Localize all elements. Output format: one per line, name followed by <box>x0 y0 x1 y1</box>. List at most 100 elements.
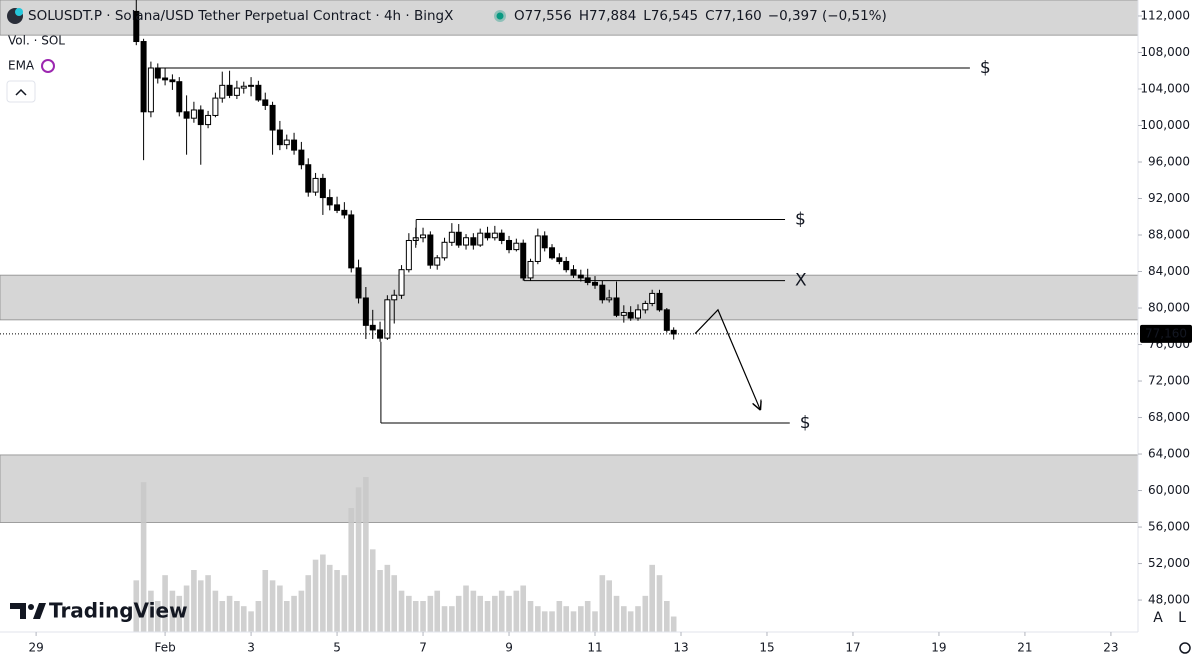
candle-body <box>341 209 348 216</box>
candle-body <box>520 242 527 279</box>
candle-body <box>491 232 498 239</box>
candle-body <box>319 177 326 199</box>
volume-bar <box>570 611 577 632</box>
candle-body <box>541 235 548 249</box>
zone <box>0 0 1139 36</box>
symbol-icon <box>15 8 23 16</box>
volume-bar <box>277 585 283 632</box>
x-tick-label: 5 <box>333 641 341 655</box>
x-tick-label: 21 <box>1017 641 1032 655</box>
candle-body <box>176 81 183 113</box>
volume-bar <box>434 590 441 632</box>
volume-bar <box>406 595 412 632</box>
candle-body <box>326 197 333 206</box>
volume-bar <box>664 601 670 632</box>
collapse-icon <box>15 88 27 96</box>
x-tick-label: 3 <box>247 641 255 655</box>
volume-bar <box>305 575 312 632</box>
candle-body <box>620 312 627 316</box>
candle-body <box>627 312 634 319</box>
volume-bar <box>312 559 319 632</box>
ohlc-legend: O77,556 H77,884 L76,545 C77,160 −0,397 (−0,5… <box>514 8 887 24</box>
y-tick-label: 48,000 <box>1148 593 1190 607</box>
candle-body <box>197 109 204 126</box>
settings-button[interactable] <box>1179 642 1191 654</box>
indicator-icon[interactable] <box>41 59 55 73</box>
volume-bar <box>148 590 154 632</box>
brand-logo <box>28 604 34 610</box>
volume-bar <box>649 564 655 632</box>
candle-body <box>169 79 176 83</box>
candle-body <box>434 257 441 266</box>
volume-bar <box>197 580 204 632</box>
candle-body <box>556 257 563 262</box>
y-tick-label: 72,000 <box>1148 374 1190 388</box>
y-tick-label: 108,000 <box>1140 45 1190 59</box>
candle-body <box>470 237 477 246</box>
candle-body <box>362 297 369 326</box>
volume-bar <box>470 590 477 632</box>
candle-body <box>427 234 434 266</box>
volume-bar <box>291 595 297 632</box>
volume-bar <box>606 580 612 632</box>
scale-button[interactable]: L <box>1178 610 1186 626</box>
candle-body <box>549 247 556 259</box>
candle-body <box>527 260 534 279</box>
y-tick-label: 64,000 <box>1148 447 1190 461</box>
plot: $ $ X $ <box>0 0 1139 632</box>
level-label: $ <box>980 58 991 78</box>
volume-bar <box>592 611 598 632</box>
volume-bar <box>154 601 161 632</box>
y-tick-label: 80,000 <box>1148 301 1190 315</box>
candle-body <box>484 232 491 239</box>
volume-bar <box>255 601 262 632</box>
level-label: $ <box>795 209 806 229</box>
volume-bar <box>412 601 419 632</box>
volume-bar <box>484 601 491 632</box>
collapse-button[interactable] <box>6 80 36 103</box>
x-tick-label: 11 <box>587 641 602 655</box>
volume-bar <box>477 595 484 632</box>
candle-body <box>298 149 305 166</box>
volume-bar <box>449 606 455 632</box>
volume-bar <box>527 601 534 632</box>
y-tick-label: 104,000 <box>1140 81 1190 95</box>
ohlc-value: 76,545 <box>651 8 698 24</box>
candle-body <box>663 309 670 331</box>
x-tick-label: 9 <box>505 641 513 655</box>
y-tick-label: 52,000 <box>1148 556 1190 570</box>
volume-bar <box>363 477 369 632</box>
ohlc-key: H <box>579 8 589 24</box>
candle-body <box>656 292 663 311</box>
brand-logo <box>10 603 26 619</box>
candle-body <box>448 231 455 243</box>
ohlc-key: C <box>705 8 714 24</box>
volume-bar <box>162 575 168 632</box>
volume-bar <box>642 595 649 632</box>
candle-body <box>255 84 262 101</box>
level-label: X <box>795 271 807 291</box>
symbol-title: SOLUSDT.P · Solana/USD Tether Perpetual … <box>28 8 453 24</box>
volume-bar <box>133 580 140 632</box>
volume-bar <box>506 595 512 632</box>
candle-body <box>498 232 505 241</box>
scale-button[interactable]: A <box>1153 610 1163 626</box>
volume-bar <box>140 482 147 632</box>
volume-bar <box>635 606 641 632</box>
volume-bar <box>377 570 383 632</box>
candle-body <box>670 329 677 335</box>
volume-bar <box>541 611 548 632</box>
volume-bar <box>348 508 355 632</box>
x-tick-label: 7 <box>419 641 427 655</box>
last-price-box <box>1140 324 1192 343</box>
ohlc-value: 77,160 <box>715 8 762 24</box>
volume-bar <box>492 595 498 632</box>
candle-body <box>291 139 298 151</box>
x-tick-label: 13 <box>673 641 688 655</box>
y-tick-label: 88,000 <box>1148 228 1190 242</box>
brand-name: TradingView <box>49 599 188 623</box>
candle-body <box>649 292 656 304</box>
candle-body <box>506 239 513 251</box>
